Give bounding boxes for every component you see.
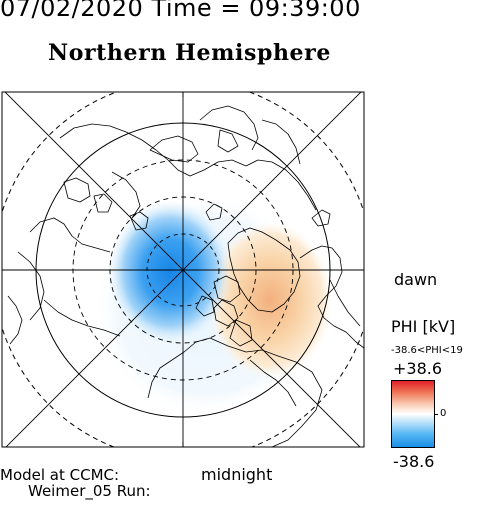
hemisphere-title: Northern Hemisphere [48, 40, 331, 66]
model-line: Model at CCMC: [0, 466, 120, 484]
potential-field [95, 193, 332, 417]
colorbar-zero-tick [435, 414, 438, 415]
run-line: Weimer_05 Run: [28, 482, 151, 500]
positive-potential-cell [208, 222, 332, 378]
colorbar-min-label: -38.6 [393, 452, 435, 471]
colorbar-max-label: +38.6 [393, 359, 443, 378]
midnight-label: midnight [201, 465, 273, 484]
meridians [2, 92, 364, 447]
timestamp-title: 07/02/2020 Time = 09:39:00 [0, 0, 361, 22]
colorbar-title: PHI [kV] [391, 317, 456, 336]
coastlines [7, 105, 364, 447]
dawn-label: dawn [394, 270, 438, 289]
frame-ticks [2, 92, 364, 447]
negative-potential-cell [108, 200, 232, 344]
colorbar-range-text: -38.6<PHI<19 [391, 345, 463, 356]
colorbar [391, 380, 435, 448]
colorbar-zero-label: 0 [440, 408, 447, 419]
